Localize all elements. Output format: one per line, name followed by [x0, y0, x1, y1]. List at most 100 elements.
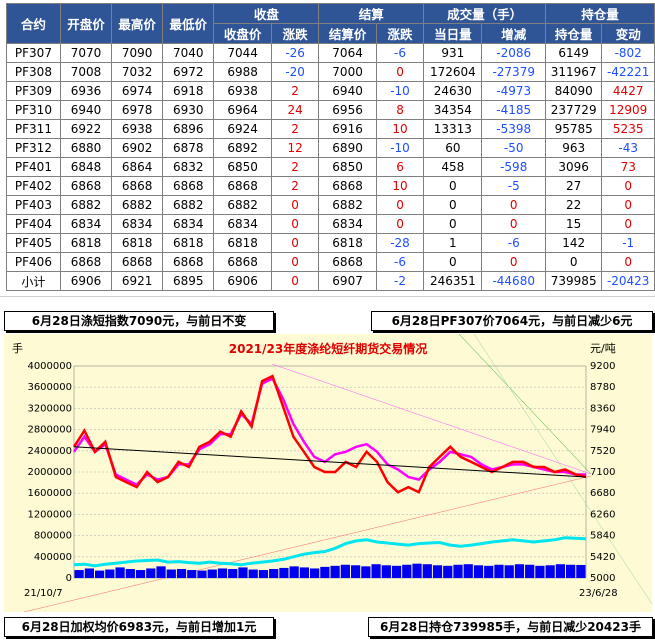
volume-bar — [555, 564, 566, 578]
table-row: PF308 7008 7032 6972 6988 -20 7000 0 172604 -2737… — [6, 62, 655, 82]
right-axis-unit: 元/吨 — [590, 342, 616, 355]
volume-bar — [494, 564, 504, 578]
cell-oi-chg: -802 — [601, 43, 655, 63]
right-tick-label: 8360 — [590, 403, 615, 414]
x-start-label: 21/10/7 — [24, 588, 63, 599]
table-row: PF402 6868 6868 6868 6868 2 6868 10 0 -5 27 0 — [6, 176, 655, 196]
cell-open: 6936 — [59, 81, 113, 101]
volume-bar — [279, 567, 289, 578]
cell-oi-chg: 0 — [601, 214, 655, 234]
cell-contract: PF308 — [6, 62, 61, 82]
cell-oi: 739985 — [544, 271, 603, 291]
cell-high: 6938 — [111, 119, 164, 139]
volume-bar — [197, 570, 207, 578]
cell-settle-chg: -28 — [375, 233, 425, 253]
left-tick-label: 1600000 — [27, 488, 72, 499]
volume-bar — [504, 565, 514, 578]
volume-bar — [105, 569, 115, 578]
volume-bar — [381, 565, 391, 578]
cell-low: 6868 — [162, 252, 215, 272]
cell-close-chg: 24 — [270, 100, 320, 120]
volume-bar — [432, 565, 443, 578]
volume-bar — [228, 568, 238, 578]
table-row: PF309 6936 6974 6918 6938 2 6940 -10 24630 -4973 8… — [6, 81, 655, 101]
chart-lines — [72, 374, 587, 568]
cell-low: 6878 — [162, 138, 215, 158]
cell-settle: 7064 — [318, 43, 377, 63]
header-low: 最低价 — [162, 3, 215, 44]
cell-settle: 6868 — [318, 252, 377, 272]
volume-bar — [576, 564, 586, 578]
header-close-group: 收盘 — [213, 3, 320, 24]
cell-vol-chg: -2086 — [481, 43, 546, 63]
quote-table: 合约 开盘价 最高价 最低价 收盘 结算 成交量（手） 持仓量 收盘价 涨跌 结… — [6, 3, 655, 291]
header-volume-group: 成交量（手） — [423, 3, 546, 24]
cell-oi: 0 — [544, 252, 603, 272]
cell-high: 6882 — [111, 195, 164, 215]
cell-volume: 60 — [423, 138, 483, 158]
cell-oi: 311967 — [544, 62, 603, 82]
open-interest-note: 6月28日持仓739985手，与前日减少20423手 — [368, 617, 653, 637]
cell-settle-chg: 0 — [375, 214, 425, 234]
cell-oi-chg: 73 — [601, 157, 655, 177]
cell-close-chg: 2 — [270, 157, 320, 177]
cell-vol-chg: -4185 — [481, 100, 546, 120]
left-tick-label: 3200000 — [27, 403, 72, 414]
cell-vol-chg: -5398 — [481, 119, 546, 139]
cell-oi-chg: -1 — [601, 233, 655, 253]
volume-bar — [545, 565, 555, 578]
cell-close-chg: 0 — [270, 214, 320, 234]
cell-close: 7044 — [213, 43, 272, 63]
cell-settle-chg: 6 — [375, 157, 425, 177]
cell-close: 6834 — [213, 214, 272, 234]
cell-settle: 6956 — [318, 100, 377, 120]
cell-open: 6922 — [59, 119, 113, 139]
sheet-gridline — [0, 296, 655, 305]
cell-close-chg: 0 — [270, 233, 320, 253]
header-volume-change: 增减 — [481, 23, 546, 44]
trend-line — [73, 446, 587, 478]
cell-open: 6906 — [59, 271, 113, 291]
volume-bar — [371, 564, 381, 578]
x-end-label: 23/6/28 — [579, 588, 618, 599]
quote-table-body: PF307 7070 7090 7040 7044 -26 7064 -6 931 -2086 61… — [6, 43, 655, 291]
left-tick-label: 3600000 — [27, 382, 72, 393]
cell-oi: 84090 — [544, 81, 603, 101]
cell-vol-chg: -5 — [481, 176, 546, 196]
cell-volume: 172604 — [423, 62, 483, 82]
cell-oi: 3096 — [544, 157, 603, 177]
cell-contract: PF401 — [6, 157, 61, 177]
cell-contract: PF404 — [6, 214, 61, 234]
volume-bar — [94, 570, 105, 578]
volume-bar — [422, 564, 432, 578]
right-tick-label: 8780 — [590, 382, 615, 393]
cell-close-chg: 0 — [270, 252, 320, 272]
table-row: 小计 6906 6921 6895 6906 0 6907 -2 246351 -44680 739… — [6, 271, 655, 291]
header-oi-group: 持仓量 — [544, 3, 655, 24]
volume-bar — [135, 570, 146, 578]
volume-bar — [269, 568, 279, 578]
cell-settle: 6907 — [318, 271, 377, 291]
cell-vol-chg: -4973 — [481, 81, 546, 101]
right-tick-label: 6680 — [590, 488, 615, 499]
cell-close-chg: 2 — [270, 119, 320, 139]
cell-high: 6868 — [111, 252, 164, 272]
cell-contract: 小计 — [6, 271, 61, 291]
cell-oi-chg: 0 — [601, 252, 655, 272]
cell-oi: 142 — [544, 233, 603, 253]
cell-low: 6918 — [162, 81, 215, 101]
cell-contract: PF402 — [6, 176, 61, 196]
volume-bar — [258, 570, 269, 578]
cell-low: 6930 — [162, 100, 215, 120]
left-axis-unit: 手 — [12, 341, 23, 355]
cell-settle: 6882 — [318, 195, 377, 215]
cell-settle-chg: 10 — [375, 176, 425, 196]
cell-low: 6882 — [162, 195, 215, 215]
volume-bar — [391, 565, 402, 578]
cell-volume: 458 — [423, 157, 483, 177]
cell-oi: 237729 — [544, 100, 603, 120]
volume-bar — [115, 567, 125, 578]
cell-oi-chg: -20423 — [601, 271, 655, 291]
cell-contract: PF307 — [6, 43, 61, 63]
volume-bar — [350, 565, 361, 578]
